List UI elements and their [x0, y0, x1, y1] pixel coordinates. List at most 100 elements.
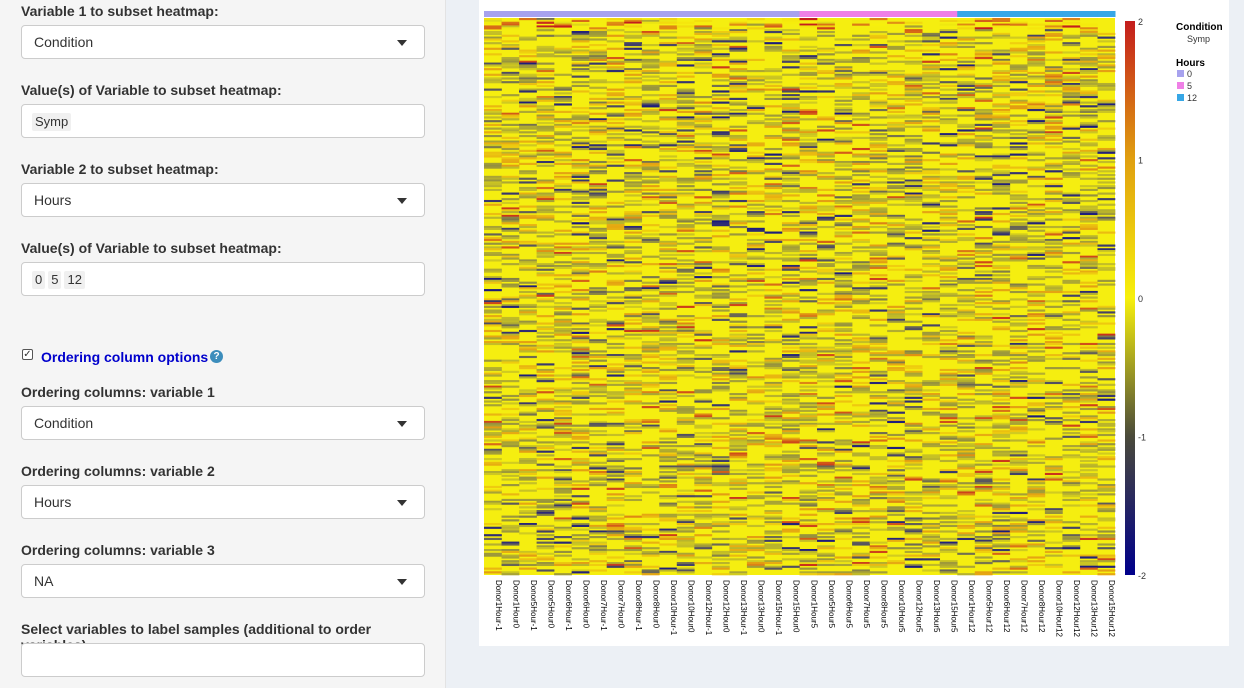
heatmap-cell: [992, 157, 1011, 160]
var1-select[interactable]: Condition: [21, 25, 425, 59]
heatmap-cell: [957, 64, 976, 67]
heatmap-cell: [676, 361, 695, 364]
heatmap-cell: [834, 532, 853, 535]
heatmap-cell: [904, 170, 923, 173]
heatmap-cell: [571, 146, 590, 149]
heatmap-cell: [484, 472, 502, 476]
heatmap-cell: [904, 125, 923, 128]
heatmap-cell: [922, 257, 941, 260]
heatmap-cell: [501, 385, 520, 388]
heatmap-cell: [887, 229, 905, 232]
heatmap-cell: [659, 133, 678, 136]
heatmap-cell: [571, 381, 590, 385]
heatmap-cell: [659, 344, 678, 347]
heatmap-cell: [641, 294, 660, 297]
heatmap-cell: [554, 172, 572, 175]
heatmap-cell: [484, 233, 502, 236]
heatmap-cell: [1079, 227, 1098, 230]
heatmap-cell: [1044, 305, 1063, 308]
question-circle-icon[interactable]: ?: [210, 350, 223, 363]
heatmap-cell: [764, 567, 783, 570]
heatmap-cell: [974, 192, 993, 195]
heatmap-cell: [676, 105, 695, 108]
heatmap-cell: [799, 333, 818, 336]
heatmap-cell: [1079, 53, 1098, 56]
heatmap-cell: [536, 199, 555, 203]
values1-tag[interactable]: Symp: [32, 113, 72, 131]
heatmap-cell: [536, 500, 555, 503]
heatmap-cell: [624, 294, 643, 297]
ordering-checkbox-label[interactable]: Ordering column options: [41, 349, 209, 365]
values2-tag[interactable]: 0: [32, 271, 46, 289]
heatmap-cell: [624, 212, 643, 216]
heatmap-cell: [1079, 567, 1098, 570]
heatmap-cell: [536, 231, 555, 234]
heatmap-cell: [939, 402, 958, 405]
order1-select[interactable]: Condition: [21, 406, 425, 440]
heatmap-cell: [887, 404, 905, 407]
heatmap-cell: [659, 389, 678, 392]
ordering-checkbox[interactable]: ✓: [22, 349, 33, 360]
heatmap-cell: [571, 279, 590, 282]
values1-select[interactable]: Symp: [21, 104, 425, 138]
heatmap-cell: [992, 192, 1011, 195]
heatmap-cell: [1062, 554, 1081, 557]
values2-tag[interactable]: 12: [64, 271, 85, 289]
heatmap-cell: [1079, 82, 1098, 86]
heatmap-cell: [852, 190, 870, 193]
heatmap-cell: [869, 493, 888, 496]
heatmap-cell: [1079, 90, 1098, 93]
heatmap-cell: [817, 363, 835, 366]
heatmap-cell: [676, 417, 695, 420]
heatmap-cell: [606, 549, 625, 552]
heatmap-cell: [922, 428, 941, 431]
heatmap-cell: [1009, 21, 1028, 24]
heatmap-cell: [781, 179, 800, 182]
heatmap-cell: [922, 186, 941, 190]
heatmap-cell: [501, 324, 520, 327]
heatmap-cell: [869, 556, 888, 559]
heatmap-cell: [536, 97, 555, 100]
heatmap-cell: [659, 127, 678, 130]
heatmap-cell: [746, 495, 765, 498]
values2-select[interactable]: 0 5 12: [21, 262, 425, 296]
heatmap-cell: [659, 155, 678, 158]
heatmap-cell: [1009, 179, 1028, 182]
heatmap-cell: [501, 478, 520, 481]
heatmap-cell: [589, 101, 607, 104]
heatmap-cell: [501, 201, 520, 204]
values2-tag[interactable]: 5: [48, 271, 62, 289]
heatmap-cell: [781, 372, 800, 375]
heatmap-cell: [606, 127, 625, 130]
heatmap-cell: [887, 311, 905, 314]
heatmap-cell: [764, 185, 783, 188]
heatmap-cell: [606, 400, 625, 403]
heatmap-cell: [571, 201, 590, 204]
heatmap-cell: [484, 534, 502, 537]
heatmap-cell: [939, 196, 958, 199]
heatmap-cell: [519, 309, 537, 312]
order3-select[interactable]: NA: [21, 564, 425, 598]
heatmap-cell: [1044, 563, 1063, 567]
heatmap-cell: [974, 318, 993, 321]
heatmap-cell: [834, 138, 853, 141]
heatmap-cell: [939, 181, 958, 184]
heatmap-cell: [1009, 346, 1028, 349]
order2-select[interactable]: Hours: [21, 485, 425, 519]
heatmap-cell: [571, 62, 590, 65]
heatmap-cell: [1079, 445, 1098, 448]
heatmap-cell: [1009, 153, 1028, 156]
column-label: Donor6Hour0: [581, 580, 590, 629]
heatmap-cell: [992, 121, 1011, 125]
heatmap-cell: [536, 422, 555, 425]
heatmap-cell: [1062, 36, 1081, 39]
heatmap-cell: [992, 49, 1011, 52]
heatmap-cell: [694, 170, 713, 173]
heatmap-cell: [589, 350, 607, 353]
var2-select[interactable]: Hours: [21, 183, 425, 217]
heatmap-cell: [1097, 478, 1116, 481]
heatmap-cell: [1097, 534, 1116, 537]
label-vars-input[interactable]: [21, 643, 425, 677]
heatmap-cell: [659, 471, 678, 474]
heatmap-cell: [624, 328, 643, 331]
